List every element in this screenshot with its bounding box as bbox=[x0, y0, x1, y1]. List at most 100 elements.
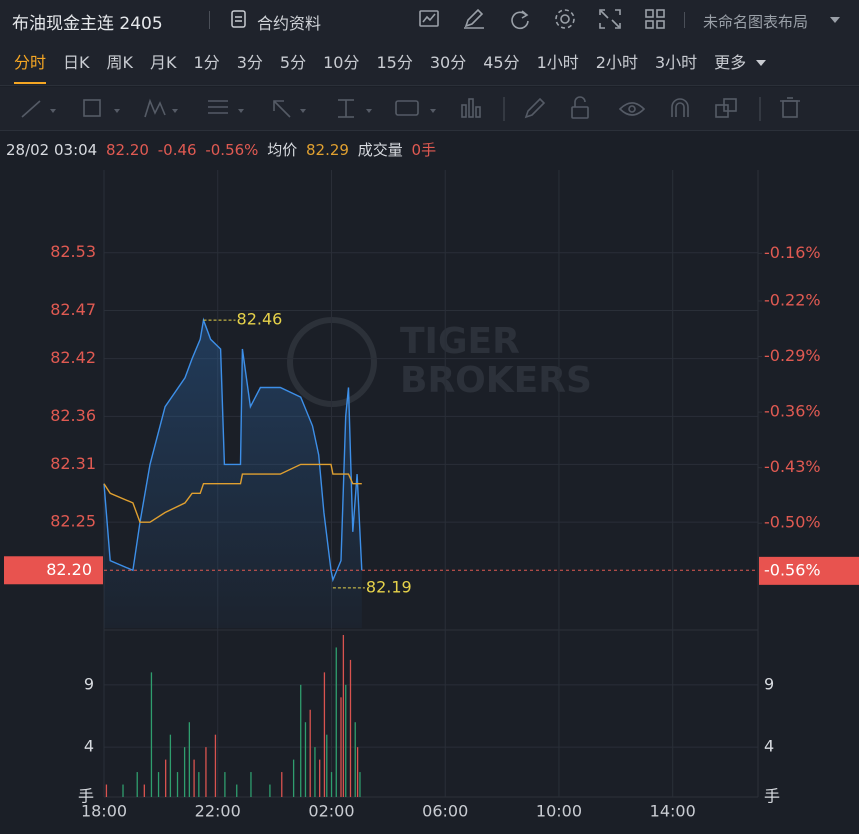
y-tick-label: 4 bbox=[84, 737, 94, 756]
period-tab[interactable]: 3分 bbox=[236, 52, 263, 72]
line-tool[interactable] bbox=[21, 100, 56, 118]
period-tab[interactable]: 日K bbox=[63, 52, 90, 72]
y-tick-label: 9 bbox=[84, 674, 94, 693]
chart-icon[interactable] bbox=[419, 10, 439, 27]
volume-bar bbox=[176, 772, 179, 797]
rect-tool[interactable] bbox=[83, 99, 120, 117]
volume-bar bbox=[236, 784, 238, 797]
y-tick-label: 82.53 bbox=[50, 242, 96, 261]
fullscreen-icon[interactable] bbox=[599, 9, 621, 29]
period-tab[interactable]: 1分 bbox=[193, 52, 220, 72]
y-tick-label: 82.31 bbox=[50, 454, 96, 473]
watermark-text: TIGER bbox=[400, 321, 520, 362]
info-line: 28/02 03:04 82.20 -0.46 -0.56% 均价 82.29 … bbox=[6, 139, 440, 160]
volume-bar bbox=[304, 722, 307, 797]
layout-name[interactable]: 未命名图表布局 bbox=[703, 13, 809, 31]
y2-tick-label: -0.43% bbox=[764, 457, 821, 476]
period-tab[interactable]: 周K bbox=[106, 52, 134, 72]
last-price-label: 82.20 bbox=[46, 560, 92, 579]
volume: 0手 bbox=[411, 141, 437, 159]
period-tab[interactable]: 10分 bbox=[323, 52, 360, 72]
pen-tool[interactable] bbox=[524, 97, 546, 119]
top-bar: 布油现金主连 2405 合约资料 未命名图表布局 bbox=[0, 0, 859, 40]
volume-bar bbox=[169, 734, 172, 797]
volume-bar bbox=[122, 784, 124, 797]
settings-icon[interactable] bbox=[555, 9, 575, 29]
last-pct-label: -0.56% bbox=[764, 560, 821, 579]
fib-tool[interactable] bbox=[208, 100, 244, 114]
volume-bar bbox=[309, 709, 311, 797]
avg: 82.29 bbox=[306, 141, 349, 159]
volume-bar bbox=[314, 747, 316, 797]
period-tab[interactable]: 5分 bbox=[279, 52, 307, 72]
layers-tool[interactable] bbox=[715, 98, 737, 118]
volume-bar bbox=[281, 772, 283, 797]
change: -0.46 bbox=[157, 141, 197, 159]
wave-tool[interactable] bbox=[144, 98, 178, 118]
volume-unit: 手 bbox=[78, 787, 94, 806]
doc-icon[interactable] bbox=[230, 9, 248, 29]
indicator-tool[interactable] bbox=[461, 98, 481, 118]
volume-bar bbox=[323, 672, 326, 797]
eye-tool[interactable] bbox=[618, 102, 646, 116]
edit-icon[interactable] bbox=[464, 8, 484, 29]
divider bbox=[209, 11, 210, 29]
avg-line bbox=[103, 463, 362, 523]
period-tab[interactable]: 分时 bbox=[14, 40, 47, 86]
dropdown-arrow[interactable] bbox=[755, 59, 767, 67]
magnet-tool[interactable] bbox=[671, 98, 689, 117]
price: 82.20 bbox=[106, 141, 149, 159]
x-tick-label: 02:00 bbox=[308, 802, 354, 821]
volume-label: 成交量 bbox=[357, 141, 403, 159]
volume-bar bbox=[292, 759, 295, 797]
lock-tool[interactable] bbox=[571, 96, 589, 119]
volume-bar bbox=[224, 772, 226, 797]
volume-bar bbox=[354, 722, 356, 797]
period-tab[interactable]: 2小时 bbox=[595, 52, 638, 72]
volume-bar bbox=[349, 659, 352, 797]
arrow-tool[interactable] bbox=[273, 100, 306, 118]
volume-bar bbox=[150, 672, 153, 797]
y-tick-label: 82.36 bbox=[50, 406, 96, 425]
volume-bar bbox=[250, 772, 252, 797]
y-tick-label: 82.25 bbox=[50, 512, 96, 531]
y-tick-label: 82.42 bbox=[50, 348, 96, 367]
x-tick-label: 14:00 bbox=[650, 802, 696, 821]
dropdown-arrow[interactable] bbox=[829, 16, 841, 24]
last-pct-tag bbox=[759, 556, 859, 585]
period-tab[interactable]: 月K bbox=[150, 52, 177, 72]
period-tab[interactable]: 15分 bbox=[376, 52, 413, 72]
measure-tool[interactable] bbox=[338, 99, 372, 118]
period-tabs: 分时 日K 周K 月K 1分 3分 5分 10分 15分 30分 45分 1小时 2小时 3小时 更多 bbox=[0, 40, 859, 86]
period-tab[interactable]: 45分 bbox=[483, 52, 520, 72]
text-tool[interactable] bbox=[395, 100, 436, 116]
watermark-text: BROKERS bbox=[400, 360, 592, 401]
x-tick-label: 06:00 bbox=[422, 802, 468, 821]
y2-tick-label: 4 bbox=[764, 737, 774, 756]
period-tab[interactable]: 3小时 bbox=[654, 52, 698, 72]
volume-bar bbox=[300, 684, 302, 797]
y2-tick-label: -0.16% bbox=[764, 243, 821, 262]
volume-bar bbox=[183, 747, 186, 797]
volume-bar bbox=[165, 759, 167, 797]
volume-bar bbox=[359, 772, 361, 797]
volume-bar bbox=[345, 684, 347, 797]
volume-bar bbox=[326, 734, 328, 797]
layout-icon[interactable] bbox=[645, 9, 665, 29]
volume-bar bbox=[340, 697, 342, 797]
refresh-icon[interactable] bbox=[511, 10, 529, 30]
period-tab[interactable]: 更多 bbox=[714, 52, 747, 72]
volume-bar bbox=[193, 759, 195, 797]
period-tab[interactable]: 30分 bbox=[429, 52, 467, 72]
contract-info[interactable]: 合约资料 bbox=[257, 14, 322, 33]
volume-bar bbox=[342, 634, 345, 797]
volume-bar bbox=[198, 772, 200, 797]
delete-tool[interactable] bbox=[780, 97, 800, 118]
divider bbox=[684, 12, 685, 28]
period-tab[interactable]: 1小时 bbox=[536, 52, 579, 72]
high-label: 82.46 bbox=[237, 310, 283, 329]
y2-tick-label: -0.22% bbox=[764, 290, 821, 309]
volume-bar bbox=[205, 747, 207, 797]
avg-label: 均价 bbox=[267, 141, 298, 159]
